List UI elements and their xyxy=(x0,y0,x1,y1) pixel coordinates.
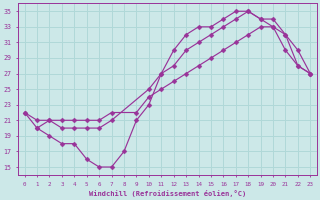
X-axis label: Windchill (Refroidissement éolien,°C): Windchill (Refroidissement éolien,°C) xyxy=(89,190,246,197)
